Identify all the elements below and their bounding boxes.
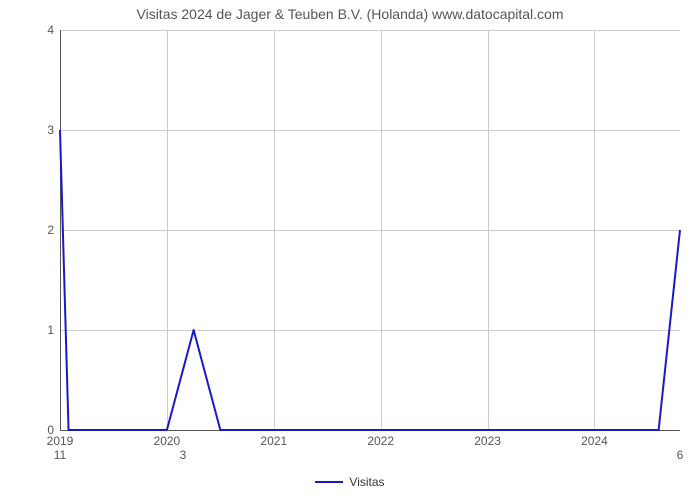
x-tick-label: 2020 <box>154 430 181 448</box>
x-tick-label: 2021 <box>260 430 287 448</box>
x-tick-label: 2022 <box>367 430 394 448</box>
data-point-label: 3 <box>180 430 187 462</box>
x-tick-label: 2023 <box>474 430 501 448</box>
legend-swatch <box>315 481 343 483</box>
data-point-label: 6 <box>677 430 684 462</box>
chart-container: Visitas 2024 de Jager & Teuben B.V. (Hol… <box>0 0 700 500</box>
plot-area: 012342019202020212022202320241136 <box>60 30 680 430</box>
series-line <box>60 30 680 430</box>
y-tick-label: 1 <box>47 323 60 337</box>
legend: Visitas <box>0 475 700 489</box>
y-tick-label: 3 <box>47 123 60 137</box>
data-point-label: 11 <box>54 430 66 462</box>
x-tick-label: 2024 <box>581 430 608 448</box>
y-tick-label: 4 <box>47 23 60 37</box>
y-tick-label: 2 <box>47 223 60 237</box>
chart-title: Visitas 2024 de Jager & Teuben B.V. (Hol… <box>0 6 700 22</box>
legend-label: Visitas <box>349 475 384 489</box>
